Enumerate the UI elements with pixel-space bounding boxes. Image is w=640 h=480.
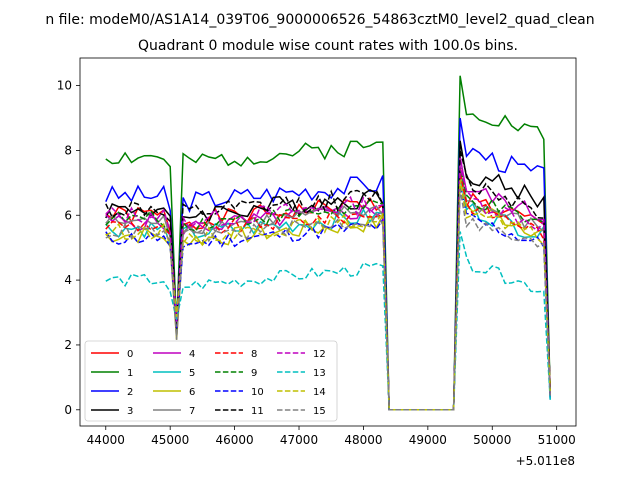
axes-frame (79, 57, 577, 427)
y-tick-label: 4 (64, 273, 72, 287)
legend-label-13: 13 (313, 368, 326, 379)
legend-label-4: 4 (189, 349, 195, 360)
y-tick-label: 10 (57, 79, 72, 93)
y-tick-label: 6 (64, 208, 72, 222)
x-tick-label: 48000 (344, 433, 382, 447)
chart-suptitle: n file: modeM0/AS1A14_039T06_9000006526_… (45, 12, 594, 28)
x-tick-label: 49000 (409, 433, 447, 447)
x-offset-label: +5.011e8 (516, 454, 575, 468)
legend-label-10: 10 (251, 387, 264, 398)
x-tick-label: 50000 (473, 433, 511, 447)
series-line-13 (105, 231, 551, 411)
legend-label-15: 15 (313, 406, 326, 417)
legend-label-12: 12 (313, 349, 326, 360)
legend-label-11: 11 (251, 406, 264, 417)
legend-label-3: 3 (127, 406, 133, 417)
series-line-1 (105, 75, 551, 411)
chart-title: Quadrant 0 module wise count rates with … (138, 38, 518, 54)
legend-box (84, 340, 338, 422)
plot-area (105, 75, 551, 411)
series-line-12 (105, 166, 551, 411)
legend-label-5: 5 (189, 368, 195, 379)
legend-label-8: 8 (251, 349, 257, 360)
legend-label-0: 0 (127, 349, 133, 360)
legend-label-9: 9 (251, 368, 257, 379)
x-tick-label: 46000 (216, 433, 254, 447)
x-tick-label: 44000 (87, 433, 125, 447)
x-tick-label: 45000 (151, 433, 189, 447)
y-tick-label: 0 (64, 403, 72, 417)
y-tick-label: 2 (64, 338, 72, 352)
series-line-15 (105, 189, 551, 411)
axes: 44000 45000 46000 47000 48000 49000 50000 51000… (57, 57, 577, 447)
legend-label-14: 14 (313, 387, 326, 398)
x-tick-label: 47000 (280, 433, 318, 447)
series-line-14 (105, 179, 551, 411)
legend-label-2: 2 (127, 387, 133, 398)
legend-label-6: 6 (189, 387, 195, 398)
legend-label-7: 7 (189, 406, 195, 417)
legend-label-1: 1 (127, 368, 133, 379)
y-tick-label: 8 (64, 143, 72, 157)
x-tick-label: 51000 (538, 433, 576, 447)
